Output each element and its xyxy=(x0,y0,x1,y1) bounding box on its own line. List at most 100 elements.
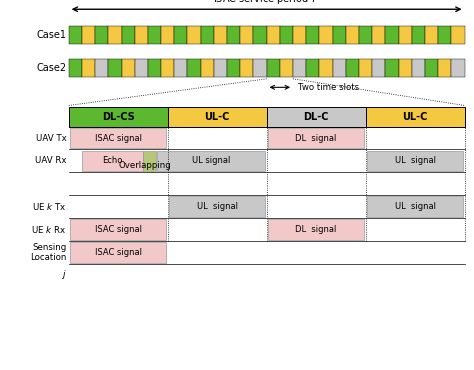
Bar xyxy=(254,59,266,77)
Bar xyxy=(451,26,465,44)
Text: UL  signal: UL signal xyxy=(197,202,237,211)
Text: Case2: Case2 xyxy=(36,63,66,73)
Bar xyxy=(157,151,265,171)
Text: UL-C: UL-C xyxy=(402,112,428,122)
Bar xyxy=(359,26,372,44)
Bar xyxy=(306,59,319,77)
Bar xyxy=(82,59,95,77)
Bar xyxy=(280,59,293,77)
Bar xyxy=(135,26,148,44)
Bar xyxy=(268,128,364,148)
Bar xyxy=(70,242,166,263)
Bar xyxy=(70,128,166,148)
Text: ISAC signal: ISAC signal xyxy=(95,225,142,234)
Text: DL-C: DL-C xyxy=(303,112,329,122)
Bar xyxy=(333,26,346,44)
Text: UL-C: UL-C xyxy=(204,112,230,122)
Text: Echo: Echo xyxy=(102,157,122,165)
Bar xyxy=(293,26,306,44)
Bar xyxy=(372,59,385,77)
Bar xyxy=(95,59,108,77)
Bar xyxy=(148,26,161,44)
Bar xyxy=(214,26,227,44)
Bar xyxy=(214,59,227,77)
Bar xyxy=(365,107,465,127)
Bar xyxy=(306,26,319,44)
Bar xyxy=(438,59,451,77)
Text: $j$: $j$ xyxy=(61,268,66,281)
Bar xyxy=(438,26,451,44)
Bar xyxy=(108,59,121,77)
Bar xyxy=(385,59,399,77)
Bar xyxy=(425,26,438,44)
Bar xyxy=(174,59,187,77)
Bar xyxy=(372,26,385,44)
Bar xyxy=(108,26,121,44)
Text: UL signal: UL signal xyxy=(192,157,230,165)
Text: UAV Rx: UAV Rx xyxy=(35,157,66,165)
Bar xyxy=(346,59,359,77)
Bar xyxy=(201,26,214,44)
Text: DL  signal: DL signal xyxy=(295,134,337,142)
Bar xyxy=(412,59,425,77)
Bar xyxy=(240,59,254,77)
Text: UL  signal: UL signal xyxy=(394,157,436,165)
Bar xyxy=(319,26,333,44)
Bar xyxy=(95,26,108,44)
Bar xyxy=(227,59,240,77)
Bar xyxy=(266,26,280,44)
Text: Case1: Case1 xyxy=(36,30,66,40)
Bar xyxy=(82,151,143,171)
Bar xyxy=(201,59,214,77)
Bar xyxy=(174,26,187,44)
Bar xyxy=(121,59,135,77)
Bar xyxy=(367,196,463,217)
Bar xyxy=(412,26,425,44)
Bar xyxy=(346,26,359,44)
Bar xyxy=(266,107,365,127)
Bar xyxy=(148,59,161,77)
Text: Overlapping: Overlapping xyxy=(118,161,171,170)
Bar xyxy=(69,59,82,77)
Bar xyxy=(143,151,156,171)
Bar xyxy=(425,59,438,77)
Bar xyxy=(280,26,293,44)
Bar xyxy=(399,26,412,44)
Text: ISAC signal: ISAC signal xyxy=(95,248,142,257)
Text: UE $k$ Tx: UE $k$ Tx xyxy=(32,201,66,212)
Bar xyxy=(135,59,148,77)
Bar xyxy=(121,26,135,44)
Text: DL-CS: DL-CS xyxy=(102,112,135,122)
Bar xyxy=(266,59,280,77)
Bar xyxy=(268,219,364,240)
Bar xyxy=(161,59,174,77)
Bar xyxy=(168,107,266,127)
Bar xyxy=(69,26,82,44)
Bar xyxy=(359,59,372,77)
Bar xyxy=(69,107,168,127)
Bar xyxy=(70,219,166,240)
Text: UAV Tx: UAV Tx xyxy=(36,134,66,142)
Bar xyxy=(161,26,174,44)
Bar xyxy=(169,196,265,217)
Bar xyxy=(240,26,254,44)
Text: UE $k$ Rx: UE $k$ Rx xyxy=(31,224,66,235)
Bar xyxy=(82,26,95,44)
Text: DL  signal: DL signal xyxy=(295,225,337,234)
Bar xyxy=(319,59,333,77)
Bar xyxy=(385,26,399,44)
Bar xyxy=(187,26,201,44)
Bar xyxy=(187,59,201,77)
Text: Two time slots: Two time slots xyxy=(298,83,359,92)
Bar xyxy=(227,26,240,44)
Bar xyxy=(293,59,306,77)
Bar xyxy=(367,151,463,171)
Text: ISAC signal: ISAC signal xyxy=(95,134,142,142)
Text: Sensing
Location: Sensing Location xyxy=(30,243,66,262)
Text: ISAC service period $T$: ISAC service period $T$ xyxy=(213,0,320,6)
Bar xyxy=(399,59,412,77)
Bar xyxy=(451,59,465,77)
Text: UL  signal: UL signal xyxy=(394,202,436,211)
Bar xyxy=(254,26,266,44)
Bar xyxy=(333,59,346,77)
